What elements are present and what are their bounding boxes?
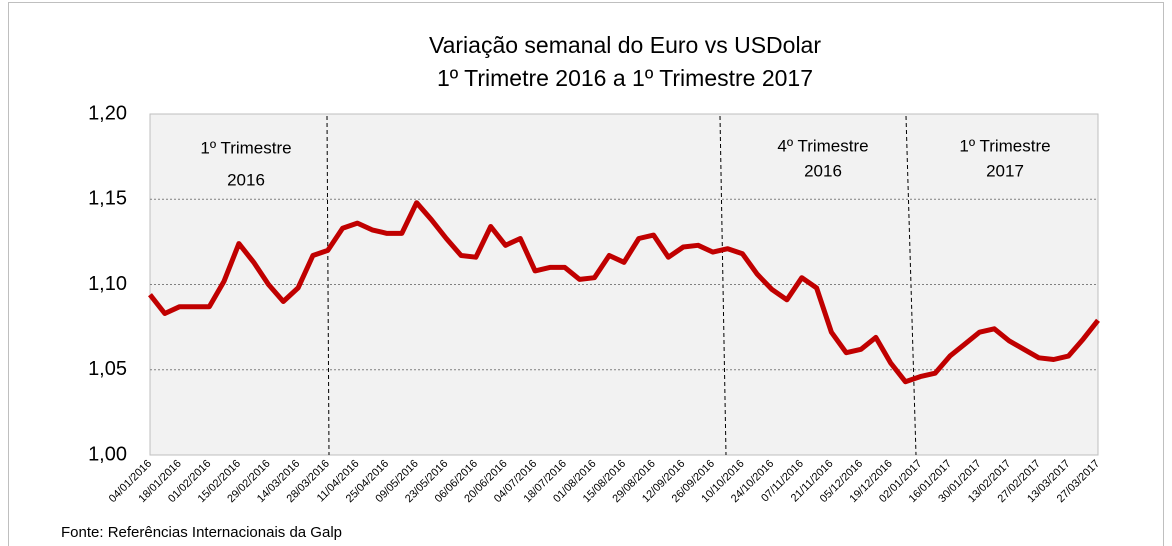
y-tick-label: 1,15 — [88, 188, 127, 210]
y-tick-label: 1,05 — [88, 358, 127, 380]
annotation: 1º Trimestre — [959, 136, 1050, 155]
annotation: 1º Trimestre — [200, 138, 291, 157]
chart-subtitle: 1º Trimetre 2016 a 1º Trimestre 2017 — [437, 65, 813, 91]
divider — [326, 115, 330, 456]
annotation: 2016 — [804, 161, 842, 180]
divider — [905, 115, 917, 456]
chart-title: Variação semanal do Euro vs USDolar — [429, 32, 821, 58]
y-tick-label: 1,00 — [88, 443, 127, 465]
data-line — [148, 200, 1100, 385]
y-tick-label: 1,10 — [88, 273, 127, 295]
source: Fonte: Referências Internacionais da Gal… — [61, 524, 342, 541]
divider — [719, 115, 727, 456]
annotation: 2016 — [227, 170, 265, 189]
annotation: 4º Trimestre — [777, 136, 868, 155]
annotation: 2017 — [986, 161, 1024, 180]
y-tick-label: 1,20 — [88, 102, 127, 124]
